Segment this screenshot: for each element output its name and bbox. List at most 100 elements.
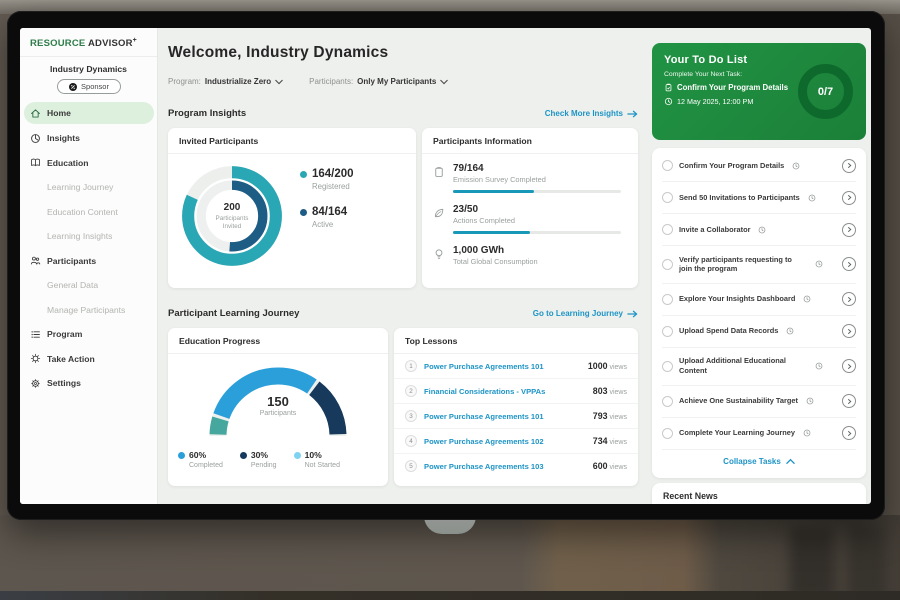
invited-donut-chart: 200 Participants Invited [176, 160, 288, 272]
gauge-center: 150 Participants [203, 394, 353, 417]
task-row: Upload Additional Educational Content [662, 348, 856, 386]
registered-label: Registered [312, 182, 350, 191]
info-row-consumption: 1,000 GWh Total Global Consumption [422, 236, 638, 268]
sidebar-item-label: Manage Participants [47, 304, 126, 315]
card-title: Education Progress [168, 328, 388, 354]
task-checkbox[interactable] [662, 325, 673, 337]
chevron-up-icon [786, 458, 795, 464]
lesson-views: 793 [592, 411, 608, 421]
lesson-link[interactable]: Financial Considerations - VPPAs [424, 386, 546, 396]
task-checkbox[interactable] [662, 293, 673, 305]
task-checkbox[interactable] [662, 192, 673, 203]
task-go-button[interactable] [842, 158, 856, 173]
todo-subtitle: Complete Your Next Task: [664, 71, 743, 78]
sidebar-item-education[interactable]: Education [20, 151, 158, 176]
todo-progress-ring: 0/7 [798, 64, 853, 119]
sidebar-item-home[interactable]: Home [24, 102, 154, 124]
task-go-button[interactable] [842, 222, 856, 237]
task-checkbox[interactable] [662, 360, 673, 372]
task-go-button[interactable] [842, 190, 856, 205]
task-checkbox[interactable] [662, 224, 673, 235]
chevron-down-icon [440, 79, 449, 84]
sidebar-item-manage-participants[interactable]: Manage Participants [20, 298, 158, 323]
sidebar-item-label: Insights [47, 133, 80, 144]
lesson-row: 3 Power Purchase Agreements 101 793 views [394, 404, 638, 429]
main-content: Welcome, Industry Dynamics Program: Indu… [168, 28, 638, 504]
actions-label: Actions Completed [453, 216, 516, 225]
recent-news-card: Recent News [652, 483, 866, 504]
logo-resource: RESOURCE [30, 38, 86, 50]
org-name: Industry Dynamics [50, 64, 127, 75]
clock-icon [759, 226, 766, 233]
top-lessons-card: Top Lessons 1 Power Purchase Agreements … [394, 328, 638, 486]
program-dropdown[interactable]: Program: Industrialize Zero [168, 77, 283, 86]
gauge-segment [209, 367, 347, 437]
sidebar-item-label: Take Action [47, 353, 95, 364]
views-suffix: views [609, 414, 627, 421]
task-go-button[interactable] [842, 394, 856, 409]
sidebar-item-education-content[interactable]: Education Content [20, 200, 158, 225]
task-row: Confirm Your Program Details [662, 150, 856, 182]
consumption-label: Total Global Consumption [453, 257, 538, 266]
arrow-right-icon [627, 310, 638, 317]
task-checkbox[interactable] [662, 160, 673, 171]
program-value: Industrialize Zero [204, 77, 272, 86]
background-window [848, 526, 886, 598]
sidebar-item-learning-insights[interactable]: Learning Insights [20, 224, 158, 249]
sidebar-item-participants[interactable]: Participants [20, 249, 158, 274]
lesson-link[interactable]: Power Purchase Agreements 102 [424, 436, 544, 446]
legend-dot-active [300, 208, 307, 216]
lesson-views: 803 [592, 386, 608, 396]
clock-icon [792, 162, 800, 169]
task-label: Invite a Collaborator [679, 224, 751, 234]
task-go-button[interactable] [842, 324, 856, 339]
check-more-insights-link[interactable]: Check More Insights [545, 109, 638, 118]
todo-progress: 0/7 [817, 85, 834, 98]
go-to-learning-journey-link[interactable]: Go to Learning Journey [533, 309, 638, 318]
task-label: Complete Your Learning Journey [679, 428, 795, 438]
logo-advisor: ADVISOR [87, 38, 133, 50]
views-suffix: views [609, 439, 627, 446]
lesson-link[interactable]: Power Purchase Agreements 101 [424, 411, 544, 421]
lesson-link[interactable]: Power Purchase Agreements 101 [424, 361, 544, 371]
lesson-row: 5 Power Purchase Agreements 103 600 views [394, 454, 638, 478]
pending-label: Pending [250, 462, 277, 469]
not-started-label: Not Started [304, 462, 340, 469]
participants-dropdown[interactable]: Participants: Only My Participants [309, 77, 449, 86]
task-checkbox[interactable] [662, 258, 673, 270]
collapse-tasks-link[interactable]: Collapse Tasks [662, 450, 856, 472]
task-checkbox[interactable] [662, 395, 673, 407]
gauge-legend-dot [239, 451, 247, 459]
sidebar-item-insights[interactable]: Insights [20, 126, 158, 151]
todo-title: Your To Do List [664, 54, 748, 66]
gauge-legend-dot [293, 451, 301, 459]
task-checkbox[interactable] [662, 427, 673, 439]
sidebar-item-program[interactable]: Program [20, 322, 158, 347]
lesson-link[interactable]: Power Purchase Agreements 103 [424, 461, 544, 471]
legend-item-not-started: 10% Not Started [293, 450, 340, 469]
todo-panel: Your To Do List Complete Your Next Task:… [652, 28, 866, 504]
actions-value: 23/50 [453, 204, 479, 215]
task-go-button[interactable] [842, 426, 856, 441]
lesson-rank: 2 [405, 385, 417, 397]
sidebar-item-label: Learning Journey [47, 182, 114, 193]
task-go-button[interactable] [842, 292, 856, 307]
insights-icon [31, 133, 40, 143]
sidebar-item-learning-journey[interactable]: Learning Journey [20, 175, 158, 200]
info-progress-fill [453, 231, 531, 234]
lesson-rank: 1 [405, 360, 417, 372]
invited-total-label: Participants Invited [215, 214, 249, 230]
task-label: Verify participants requesting to join t… [679, 254, 792, 274]
sidebar-item-label: Program [47, 329, 83, 340]
take-action-icon [30, 354, 41, 364]
background-top [0, 0, 900, 14]
card-title: Participants Information [422, 128, 638, 154]
task-go-button[interactable] [842, 257, 856, 272]
sidebar-item-general-data[interactable]: General Data [20, 273, 158, 298]
sidebar-item-take-action[interactable]: Take Action [20, 347, 158, 372]
clock-icon [803, 296, 811, 303]
task-go-button[interactable] [842, 359, 856, 374]
task-label: Upload Spend Data Records [679, 326, 779, 336]
sidebar-item-settings[interactable]: Settings [20, 371, 158, 396]
invited-total: 200 [223, 201, 241, 213]
